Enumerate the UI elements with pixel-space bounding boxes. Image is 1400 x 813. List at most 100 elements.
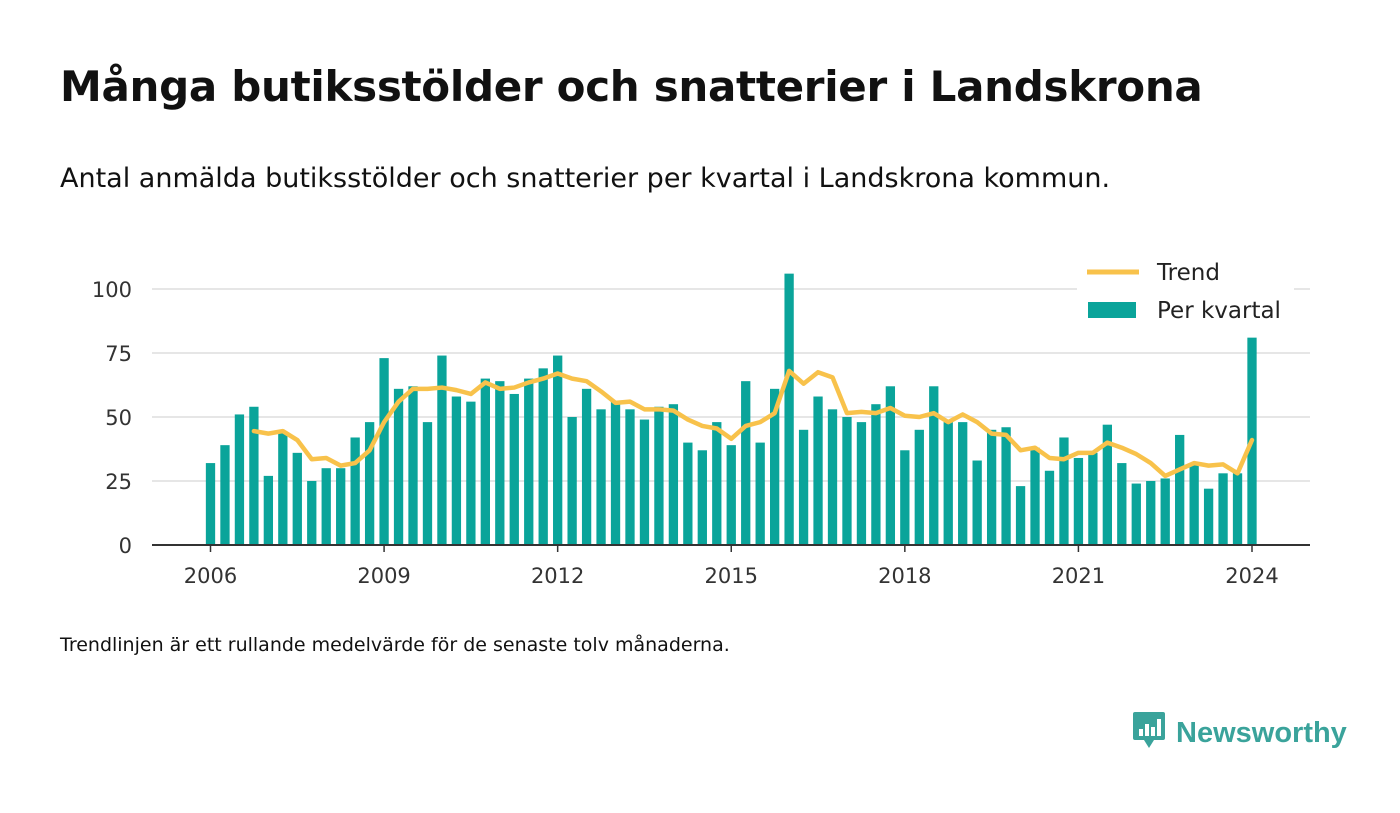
bar	[220, 445, 230, 545]
bar	[364, 422, 375, 545]
bar	[581, 388, 592, 545]
bar	[625, 409, 635, 545]
y-tick-label: 25	[105, 470, 132, 494]
bar	[668, 404, 679, 545]
bar	[1088, 452, 1098, 545]
bar	[466, 401, 476, 545]
x-tick-label: 2018	[878, 564, 931, 588]
x-tick-label: 2021	[1052, 564, 1105, 588]
bar	[610, 401, 621, 545]
bar	[639, 419, 650, 545]
bar	[914, 429, 924, 545]
bar	[1059, 437, 1069, 545]
bar	[292, 452, 302, 545]
bar	[336, 468, 346, 545]
bar	[379, 358, 389, 545]
bar	[234, 414, 245, 545]
legend-background	[1077, 256, 1294, 336]
bar	[683, 442, 693, 545]
bar	[741, 381, 751, 545]
bar	[1001, 427, 1011, 545]
bar	[1232, 473, 1243, 545]
bar	[1175, 434, 1185, 545]
logo-text: Newsworthy	[1176, 716, 1347, 749]
bar	[480, 378, 490, 545]
y-tick-label: 50	[105, 406, 132, 430]
y-tick-label: 100	[92, 278, 132, 302]
bar	[943, 422, 953, 545]
bar	[321, 468, 331, 545]
bar	[495, 381, 505, 545]
chart-subtitle: Antal anmälda butiksstölder och snatteri…	[60, 163, 1111, 194]
x-tick-label: 2015	[705, 564, 758, 588]
x-tick-label: 2009	[357, 564, 410, 588]
bar	[1189, 463, 1199, 545]
x-tick-label: 2024	[1225, 564, 1278, 588]
legend-bar-swatch	[1088, 302, 1136, 318]
bar	[596, 409, 606, 545]
bar	[1117, 463, 1127, 545]
bar	[972, 460, 982, 545]
bar	[509, 393, 519, 545]
bar	[422, 422, 433, 545]
bar	[205, 463, 216, 545]
bar	[798, 429, 809, 545]
bar	[1203, 488, 1214, 545]
trend-line	[251, 368, 1255, 479]
bar	[1102, 424, 1112, 545]
bar	[553, 355, 563, 545]
y-tick-label: 75	[105, 342, 132, 366]
bar	[856, 422, 867, 545]
bar	[437, 355, 447, 545]
chart-title: Många butiksstölder och snatterier i Lan…	[60, 62, 1203, 111]
bar	[986, 429, 997, 545]
bar	[958, 422, 968, 545]
bar	[1146, 481, 1156, 545]
x-tick-label: 2012	[531, 564, 584, 588]
legend-bar-label: Per kvartal	[1157, 298, 1281, 324]
x-tick-label: 2006	[184, 564, 237, 588]
bar	[307, 481, 317, 545]
bar	[1015, 486, 1026, 545]
bar	[408, 386, 418, 545]
bar	[842, 417, 852, 545]
bars-per-kvartal	[205, 273, 1257, 545]
bar	[827, 409, 838, 545]
bar	[393, 388, 404, 545]
bar	[726, 445, 736, 545]
bar	[1160, 478, 1170, 545]
bar	[697, 450, 707, 545]
bar	[813, 396, 823, 545]
axes: 0 25 50 75 100 2006 2009 2012 2015 2018 2021 2024	[92, 278, 1310, 588]
bar	[350, 437, 360, 545]
bar	[567, 417, 577, 545]
bar	[278, 432, 288, 545]
newsworthy-chart-icon	[1132, 711, 1166, 755]
bar	[755, 442, 765, 545]
bar	[1131, 483, 1141, 545]
bar	[1030, 447, 1040, 545]
trend-line-layer	[251, 368, 1255, 479]
bar	[929, 386, 939, 545]
bar	[871, 404, 881, 545]
bar	[885, 386, 896, 545]
newsworthy-logo[interactable]: Newsworthy	[1132, 711, 1347, 755]
bar	[770, 388, 780, 545]
bar	[784, 273, 794, 545]
bar	[1073, 457, 1084, 545]
y-tick-label: 0	[119, 534, 132, 558]
bar	[263, 475, 274, 545]
bar	[249, 406, 259, 545]
chart-area: 0 25 50 75 100 2006 2009 2012 2015 2018 2021 2024 T…	[91, 256, 1310, 588]
bar	[451, 396, 462, 545]
footnote: Trendlinjen är ett rullande medelvärde f…	[60, 634, 730, 656]
bar	[524, 378, 534, 545]
bar	[538, 368, 548, 545]
legend-trend-label: Trend	[1156, 260, 1220, 286]
bar	[900, 450, 910, 545]
bar	[654, 406, 664, 545]
bar	[1218, 473, 1228, 545]
bar	[712, 422, 722, 545]
legend: Trend Per kvartal	[1077, 256, 1294, 336]
bar	[1044, 470, 1055, 545]
